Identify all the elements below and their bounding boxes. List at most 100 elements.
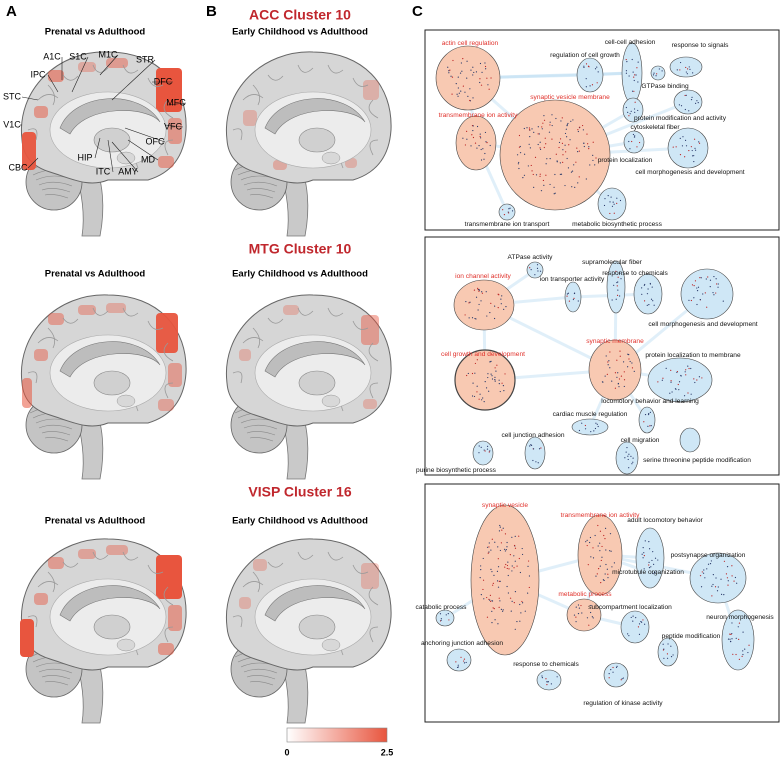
gyrus — [147, 564, 164, 574]
column-header: Prenatal vs Adulthood — [45, 269, 146, 280]
node-dot — [499, 524, 501, 527]
node-label: cell morphogenesis and development — [648, 321, 757, 328]
node-dot — [682, 136, 684, 138]
node-dot — [514, 547, 517, 549]
node-dot — [625, 70, 628, 72]
gyrus — [352, 77, 369, 87]
activation-patch — [48, 557, 64, 569]
node-dot — [489, 594, 491, 596]
node-dot — [631, 90, 634, 92]
node-dot — [690, 393, 692, 395]
node-dot — [506, 546, 508, 548]
hypothalamus — [116, 638, 136, 652]
hypothalamus — [321, 638, 341, 652]
gyrus — [27, 371, 38, 384]
node — [498, 203, 516, 221]
node-dot — [476, 359, 478, 361]
node — [453, 279, 515, 331]
node-dot — [613, 203, 615, 205]
node-dot — [731, 622, 733, 624]
node-dot — [720, 593, 723, 596]
node-dot — [671, 391, 673, 393]
node-dot — [448, 70, 450, 72]
node-dot — [651, 559, 653, 562]
corpus-callosum — [264, 585, 366, 622]
node-dot — [610, 550, 612, 552]
node-dot — [735, 637, 737, 639]
node-dot — [529, 445, 531, 447]
node-dot — [468, 317, 470, 319]
node-dot — [604, 375, 606, 377]
cerebellum-fold — [44, 437, 69, 442]
node-dot — [641, 287, 643, 289]
node-dot — [481, 291, 483, 293]
node-dot — [494, 367, 496, 369]
node-dot — [478, 445, 480, 447]
node-label: cell-cell adhesion — [605, 39, 656, 46]
corpus-callosum — [264, 341, 366, 378]
node-dot — [486, 445, 489, 447]
gyrus — [37, 581, 59, 588]
node-dot — [491, 375, 493, 377]
node-dot — [618, 378, 621, 380]
node-dot — [567, 292, 570, 294]
node-dot — [555, 153, 557, 155]
node — [588, 339, 642, 401]
node-label: locomotory behavior and learning — [601, 398, 699, 405]
node-label: ion transporter activity — [540, 276, 605, 283]
node-dot — [676, 371, 678, 374]
node-dot — [480, 159, 483, 161]
node-dot — [672, 654, 674, 656]
node-label: subcompartment localization — [588, 604, 672, 611]
node-dot — [485, 387, 488, 389]
node-dot — [506, 541, 508, 544]
node-dot — [596, 423, 598, 425]
node-dot — [597, 568, 600, 570]
leader-line — [127, 139, 159, 161]
node-dot — [464, 91, 466, 93]
node-dot — [503, 308, 505, 310]
node-dot — [537, 462, 539, 464]
panel-label: B — [206, 3, 217, 20]
leader-line — [21, 96, 39, 101]
column-header: Prenatal vs Adulthood — [45, 27, 146, 38]
node-dot — [509, 597, 512, 599]
node-dot — [551, 114, 553, 116]
node-dot — [584, 424, 586, 427]
node — [638, 406, 656, 434]
node — [689, 552, 747, 604]
thalamus — [93, 614, 131, 640]
node-dot — [685, 374, 687, 376]
node-dot — [591, 84, 594, 86]
node-dot — [513, 555, 515, 557]
node-dot — [500, 303, 502, 305]
node-dot — [472, 66, 474, 68]
node-dot — [456, 93, 458, 95]
node-dot — [483, 449, 485, 451]
node-dot — [482, 148, 484, 150]
node-dot — [501, 529, 503, 531]
node-dot — [607, 573, 609, 575]
node-dot — [473, 71, 475, 74]
node-dot — [576, 147, 578, 149]
node-dot — [670, 645, 672, 647]
node-dot — [577, 182, 579, 184]
node-dot — [509, 553, 511, 556]
node-dot — [616, 359, 618, 361]
node-dot — [577, 130, 579, 133]
cerebellum-fold — [243, 181, 278, 187]
node-dot — [617, 383, 619, 385]
node-dot — [498, 379, 500, 381]
node-dot — [679, 61, 682, 64]
activation-patch — [158, 643, 174, 655]
gyrus — [47, 327, 56, 349]
node-dot — [592, 159, 594, 162]
node-dot — [588, 66, 590, 68]
node-dot — [500, 608, 502, 610]
node — [470, 504, 540, 656]
node-dot — [502, 527, 504, 529]
node-dot — [652, 300, 654, 302]
node-dot — [549, 183, 551, 186]
node-dot — [694, 280, 697, 282]
node-dot — [457, 87, 459, 89]
